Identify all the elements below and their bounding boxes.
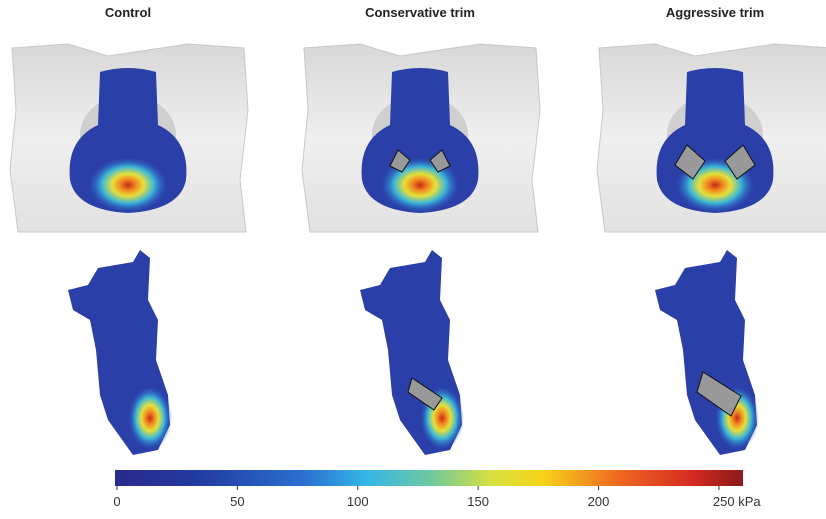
bottom-render xyxy=(360,250,464,455)
bottom-render xyxy=(655,250,759,455)
tick-label: 150 xyxy=(467,494,489,509)
tick-label: 100 xyxy=(347,494,369,509)
tick-label: 250 kPa xyxy=(713,494,761,509)
bottom-render xyxy=(68,250,172,455)
top-render xyxy=(302,44,540,232)
panel-title: Aggressive trim xyxy=(666,5,764,20)
panel-aggressive: Aggressive trim xyxy=(597,5,826,455)
panel-title: Conservative trim xyxy=(365,5,475,20)
panel-title: Control xyxy=(105,5,151,20)
tick-label: 50 xyxy=(230,494,244,509)
panel-control: Control xyxy=(10,5,248,455)
top-render xyxy=(10,44,248,232)
tick-label: 0 xyxy=(113,494,120,509)
colorbar xyxy=(115,470,743,486)
top-render xyxy=(597,44,826,232)
panel-conservative: Conservative trim xyxy=(302,5,540,455)
colorbar-ticks: 0 50 100 150 200 250 kPa xyxy=(113,486,761,509)
figure: Control Conservative trim Aggressive tri… xyxy=(0,0,826,519)
tick-label: 200 xyxy=(588,494,610,509)
